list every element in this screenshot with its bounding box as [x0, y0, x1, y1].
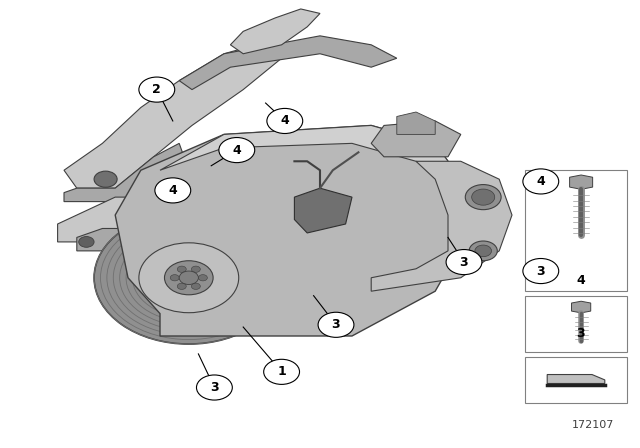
Text: 3: 3	[536, 264, 545, 278]
Circle shape	[469, 241, 497, 261]
Text: 4: 4	[168, 184, 177, 197]
Circle shape	[164, 261, 213, 295]
Polygon shape	[547, 375, 605, 383]
Circle shape	[155, 178, 191, 203]
Circle shape	[267, 108, 303, 134]
Polygon shape	[294, 188, 352, 233]
Polygon shape	[58, 197, 166, 242]
Circle shape	[129, 207, 152, 223]
Circle shape	[475, 245, 492, 257]
Polygon shape	[371, 161, 512, 291]
Polygon shape	[64, 45, 282, 188]
Polygon shape	[570, 175, 593, 190]
Circle shape	[139, 243, 239, 313]
Circle shape	[196, 375, 232, 400]
Circle shape	[318, 312, 354, 337]
Circle shape	[94, 171, 117, 187]
Text: 172107: 172107	[572, 420, 614, 430]
Polygon shape	[77, 228, 166, 251]
Polygon shape	[64, 143, 192, 202]
Text: 3: 3	[576, 327, 584, 340]
FancyBboxPatch shape	[525, 357, 627, 403]
Circle shape	[198, 275, 207, 281]
Circle shape	[191, 283, 200, 289]
FancyBboxPatch shape	[525, 296, 627, 352]
Circle shape	[523, 258, 559, 284]
Text: 3: 3	[460, 255, 468, 269]
Circle shape	[179, 271, 198, 284]
Polygon shape	[397, 112, 435, 134]
Polygon shape	[179, 36, 397, 90]
Polygon shape	[572, 301, 591, 313]
Circle shape	[79, 237, 94, 247]
Circle shape	[472, 189, 495, 205]
Polygon shape	[160, 125, 461, 179]
Polygon shape	[230, 9, 320, 54]
Text: 1: 1	[277, 365, 286, 379]
Polygon shape	[115, 125, 461, 336]
Text: 4: 4	[536, 175, 545, 188]
Circle shape	[94, 211, 284, 344]
Polygon shape	[371, 121, 461, 157]
Circle shape	[446, 250, 482, 275]
Text: 3: 3	[210, 381, 219, 394]
Text: 4: 4	[232, 143, 241, 157]
Circle shape	[177, 266, 186, 272]
Circle shape	[191, 266, 200, 272]
Text: 3: 3	[332, 318, 340, 332]
FancyBboxPatch shape	[525, 170, 627, 291]
Circle shape	[219, 138, 255, 163]
Circle shape	[170, 275, 179, 281]
Circle shape	[139, 77, 175, 102]
Circle shape	[264, 359, 300, 384]
Circle shape	[523, 169, 559, 194]
Text: 4: 4	[280, 114, 289, 128]
Circle shape	[177, 283, 186, 289]
Circle shape	[465, 185, 501, 210]
Text: 2: 2	[152, 83, 161, 96]
Text: 4: 4	[576, 274, 585, 288]
